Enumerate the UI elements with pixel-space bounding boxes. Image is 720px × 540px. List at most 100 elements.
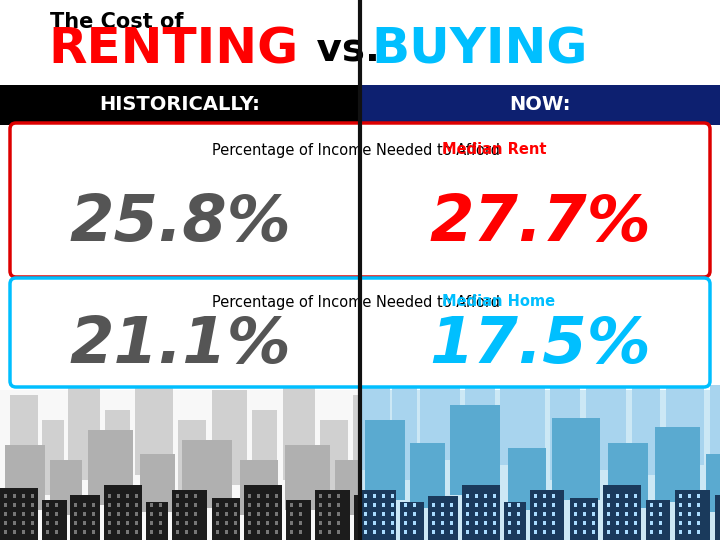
Bar [382, 494, 385, 498]
Bar [108, 521, 111, 525]
Bar [391, 521, 394, 525]
Bar [248, 503, 251, 507]
Bar [328, 494, 331, 498]
Bar [140, 454, 175, 512]
Bar [404, 530, 407, 534]
Bar [391, 503, 394, 507]
Bar [365, 420, 405, 500]
Bar [508, 530, 511, 534]
Bar [108, 503, 111, 507]
Bar [150, 530, 153, 534]
Bar [484, 494, 487, 498]
Bar [634, 530, 637, 534]
Bar [216, 530, 219, 534]
Bar [552, 530, 555, 534]
Bar [659, 530, 662, 534]
Bar [697, 494, 700, 498]
Bar [706, 454, 720, 512]
Bar [126, 503, 129, 507]
Bar [484, 530, 487, 534]
Bar [135, 503, 138, 507]
Bar [450, 521, 453, 525]
Bar [257, 521, 260, 525]
Bar [337, 530, 340, 534]
Bar [104, 485, 142, 540]
Bar [194, 503, 197, 507]
Bar [240, 460, 278, 515]
Bar [534, 521, 537, 525]
Bar [55, 503, 58, 507]
Bar [234, 521, 237, 525]
Bar [234, 512, 237, 516]
Bar [216, 503, 219, 507]
Bar [185, 512, 188, 516]
Bar [17, 138, 703, 162]
Bar [194, 512, 197, 516]
Bar [475, 530, 478, 534]
Bar [450, 512, 453, 516]
Bar [432, 503, 435, 507]
Bar [194, 521, 197, 525]
Bar [55, 530, 58, 534]
Bar [13, 494, 16, 498]
Bar [625, 512, 628, 516]
Bar [55, 512, 58, 516]
Bar [337, 503, 340, 507]
Bar [275, 512, 278, 516]
Bar [508, 521, 511, 525]
Bar [475, 512, 478, 516]
Bar [55, 521, 58, 525]
Bar [441, 503, 444, 507]
Bar [634, 503, 637, 507]
Bar [354, 495, 360, 540]
Bar [4, 512, 7, 516]
Bar [493, 503, 496, 507]
Bar [286, 500, 311, 540]
Bar [410, 443, 445, 508]
Bar [46, 512, 49, 516]
Bar [697, 503, 700, 507]
Bar [517, 512, 520, 516]
Bar [275, 503, 278, 507]
Bar [319, 503, 322, 507]
Bar [234, 530, 237, 534]
Bar [659, 512, 662, 516]
Bar [360, 390, 720, 540]
Text: BUYING: BUYING [371, 26, 588, 74]
Bar [248, 530, 251, 534]
Bar [450, 405, 500, 495]
Bar [5, 445, 45, 510]
Bar [92, 503, 95, 507]
Bar [517, 530, 520, 534]
Text: NOW:: NOW: [509, 96, 571, 114]
Bar [697, 521, 700, 525]
Text: 27.7%: 27.7% [429, 192, 651, 253]
Bar [679, 494, 682, 498]
Bar [22, 521, 25, 525]
Bar [22, 512, 25, 516]
Text: Percentage of Income Needed to Afford: Percentage of Income Needed to Afford [212, 294, 505, 309]
Bar [360, 340, 390, 470]
Bar [616, 494, 619, 498]
Bar [248, 521, 251, 525]
Bar [391, 530, 394, 534]
Bar [257, 494, 260, 498]
Bar [225, 503, 228, 507]
Bar [688, 530, 691, 534]
Bar [335, 460, 360, 515]
Bar [603, 485, 641, 540]
Bar [290, 503, 293, 507]
Bar [83, 521, 86, 525]
Bar [266, 512, 269, 516]
Bar [400, 502, 424, 540]
Bar [360, 85, 720, 125]
Bar [650, 530, 653, 534]
Bar [13, 503, 16, 507]
Bar [432, 530, 435, 534]
Bar [364, 503, 367, 507]
Bar [4, 521, 7, 525]
Bar [159, 521, 162, 525]
Bar [364, 521, 367, 525]
Text: Percentage of Income Needed to Afford: Percentage of Income Needed to Afford [212, 143, 505, 158]
Bar [504, 502, 526, 540]
